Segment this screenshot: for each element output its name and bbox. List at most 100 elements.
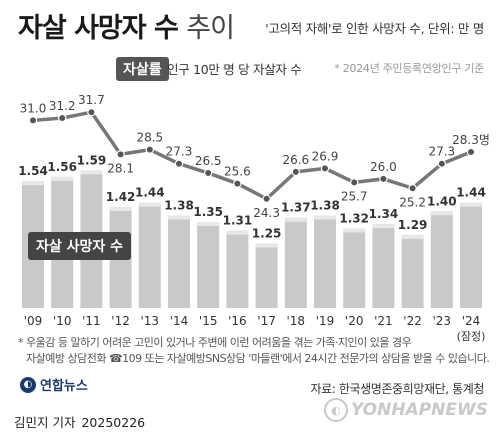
x-tick-label: '09 (24, 314, 43, 328)
bar-top (284, 217, 307, 222)
x-tick-label: '13 (141, 314, 160, 328)
bar (372, 224, 395, 308)
footnote-line-1: * 우울감 등 말하기 어려운 고민이 있거나 주변에 이런 어려움을 겪는 가… (18, 336, 412, 349)
basis-note: * 2024년 주민등록연앙인구 기준 (334, 62, 484, 75)
bar-value-label: 1.38 (164, 199, 194, 213)
page-title: 자살 사망자 수 추이 (18, 6, 235, 45)
rate-point (466, 147, 476, 157)
bar-top (255, 243, 278, 248)
bar-value-label: 1.59 (77, 153, 107, 167)
rate-value-label: 28.1 (107, 161, 134, 175)
x-tick-label: '19 (316, 314, 335, 328)
x-tick-label: '15 (199, 314, 218, 328)
rate-point (145, 145, 154, 154)
rate-value-label: 26.9 (312, 149, 339, 163)
x-tick-label: '18 (287, 314, 306, 328)
rate-line (32, 110, 472, 201)
bar (430, 211, 453, 308)
rate-point (350, 178, 359, 187)
rate-value-label: 25.2 (399, 195, 426, 209)
x-tick-label: '14 (170, 314, 189, 328)
bar-value-label: 1.29 (398, 218, 428, 232)
x-tick-label: '20 (345, 314, 364, 328)
x-tick-label: '24 (462, 314, 481, 328)
rate-value-label: 31.0 (20, 101, 47, 115)
bar-value-label: 1.44 (456, 186, 486, 200)
bar-series-label: 자살 사망자 수 (28, 232, 132, 260)
x-tick-label: '16 (228, 314, 247, 328)
logo-text: 연합뉴스 (40, 379, 88, 394)
bar-top (314, 215, 336, 220)
rate-value-label: 27.3 (428, 145, 455, 159)
rate-point (233, 179, 242, 188)
bar-value-label: 1.54 (18, 164, 48, 178)
x-tick-note: (잠정) (457, 330, 486, 343)
bar (314, 215, 336, 308)
rate-legend-badge: 자살률 (116, 57, 169, 81)
source-note: 자료: 한국생명존중희망재단, 통계청 (310, 382, 485, 396)
bar-value-label: 1.40 (427, 194, 457, 208)
rate-point (116, 150, 125, 159)
x-tick-label: '10 (53, 314, 72, 328)
bar-top (430, 211, 453, 216)
bar (343, 228, 366, 308)
unit-note: '고의적 자해'로 인한 사망자 수, 단위: 만 명 (265, 21, 484, 36)
rate-point (437, 159, 446, 168)
rate-point (320, 164, 330, 173)
bar-top (343, 228, 366, 233)
bar-value-label: 1.31 (223, 214, 253, 228)
yonhap-logo-icon: ◐ (20, 376, 36, 393)
bar-value-label: 1.32 (339, 211, 369, 225)
bar-value-label: 1.37 (281, 201, 311, 215)
bar (138, 202, 161, 308)
bar-value-label: 1.44 (135, 186, 165, 200)
bar-top (197, 222, 220, 226)
rate-value-label: 28.5 (136, 131, 163, 145)
author-name: 김민지 기자 (14, 415, 76, 430)
rate-value-label: 27.3 (166, 145, 193, 159)
bar-value-label: 1.42 (106, 190, 136, 204)
bar (168, 215, 190, 308)
bar-top (401, 234, 424, 239)
bar (284, 217, 307, 308)
publish-date: 20250226 (81, 415, 146, 430)
rate-value-label: 24.3 (253, 206, 280, 220)
rate-point (28, 116, 38, 125)
rate-value-label: 25.7 (341, 189, 368, 203)
bar-value-label: 1.25 (252, 227, 282, 241)
title-suffix: 추이 (186, 13, 235, 44)
bar-value-label: 1.56 (47, 160, 77, 174)
logo: ◐ 연합뉴스 (20, 375, 88, 394)
watermark-text: YONHAPNEWS (350, 400, 488, 420)
bar (197, 222, 220, 308)
rate-value-label: 25.6 (224, 165, 251, 179)
bar-top (109, 206, 132, 211)
x-tick-label: '11 (82, 314, 101, 328)
x-tick-label: '22 (403, 314, 422, 328)
bar-top (372, 224, 395, 229)
rate-value-label: 26.6 (282, 153, 309, 167)
watermark-logo-icon: ◐ (323, 398, 348, 422)
bar (226, 230, 249, 308)
rate-point (262, 194, 271, 203)
title-main: 자살 사망자 수 (18, 13, 179, 44)
bar-value-label: 1.35 (193, 205, 223, 219)
rate-point (58, 113, 67, 123)
bar-top (22, 181, 44, 186)
rate-value-label: 26.5 (195, 154, 222, 168)
x-tick-label: '12 (111, 314, 130, 328)
rate-point (174, 159, 184, 168)
bar-top (168, 215, 190, 220)
x-tick-label: '21 (374, 314, 393, 328)
bar-top (138, 202, 161, 207)
rate-point (408, 184, 417, 193)
watermark: ◐ YONHAPNEWS (323, 398, 488, 422)
rate-point (291, 167, 300, 177)
rate-point (203, 168, 213, 178)
rate-value-label: 31.2 (49, 99, 76, 113)
rate-value-label: 26.0 (370, 160, 397, 174)
rate-point (87, 108, 96, 117)
bar-value-label: 1.34 (369, 207, 399, 221)
bar-top (51, 176, 74, 181)
